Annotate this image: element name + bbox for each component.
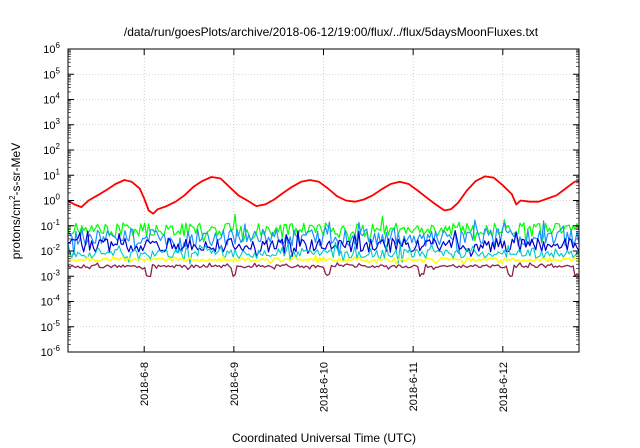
series-line (67, 230, 580, 258)
y-axis-ticks: 106 105 104 103 102 101 100 10-1 10-2 10-3 10-4 10-… (41, 41, 579, 359)
x-tick-label: 2018-6-11 (408, 362, 420, 411)
x-tick-label: 2018-6-8 (139, 362, 151, 406)
y-axis-label: protons/cm2-s-sr-MeV (8, 143, 23, 259)
y-tick-label: 10-5 (41, 319, 61, 334)
series-line (67, 241, 579, 265)
y-tick-label: 10-3 (41, 268, 61, 283)
x-axis-label: Coordinated Universal Time (UTC) (232, 431, 416, 445)
x-axis-ticks: 2018-6-8 2018-6-9 2018-6-10 2018-6-11 2018-6… (139, 49, 510, 412)
series-line (67, 254, 580, 265)
y-tick-label: 105 (43, 66, 60, 81)
x-tick-label: 2018-6-9 (229, 362, 241, 406)
y-tick-label: 103 (43, 117, 60, 132)
series-line (67, 175, 580, 215)
y-tick-label: 10-1 (41, 218, 61, 233)
y-tick-label: 10-2 (41, 243, 61, 258)
y-tick-label: 101 (43, 167, 60, 182)
series-line (67, 262, 580, 278)
y-tick-label: 106 (43, 41, 60, 56)
y-tick-label: 102 (43, 142, 60, 157)
x-tick-label: 2018-6-12 (498, 362, 510, 412)
y-tick-label: 10-4 (41, 294, 61, 309)
chart-title: /data/run/goesPlots/archive/2018-06-12/1… (124, 25, 539, 39)
y-tick-label: 104 (43, 92, 60, 107)
y-tick-label: 10-6 (41, 344, 61, 359)
x-tick-label: 2018-6-10 (319, 362, 331, 412)
series-group (67, 175, 580, 278)
y-tick-label: 100 (43, 193, 60, 208)
series-line (67, 219, 580, 257)
